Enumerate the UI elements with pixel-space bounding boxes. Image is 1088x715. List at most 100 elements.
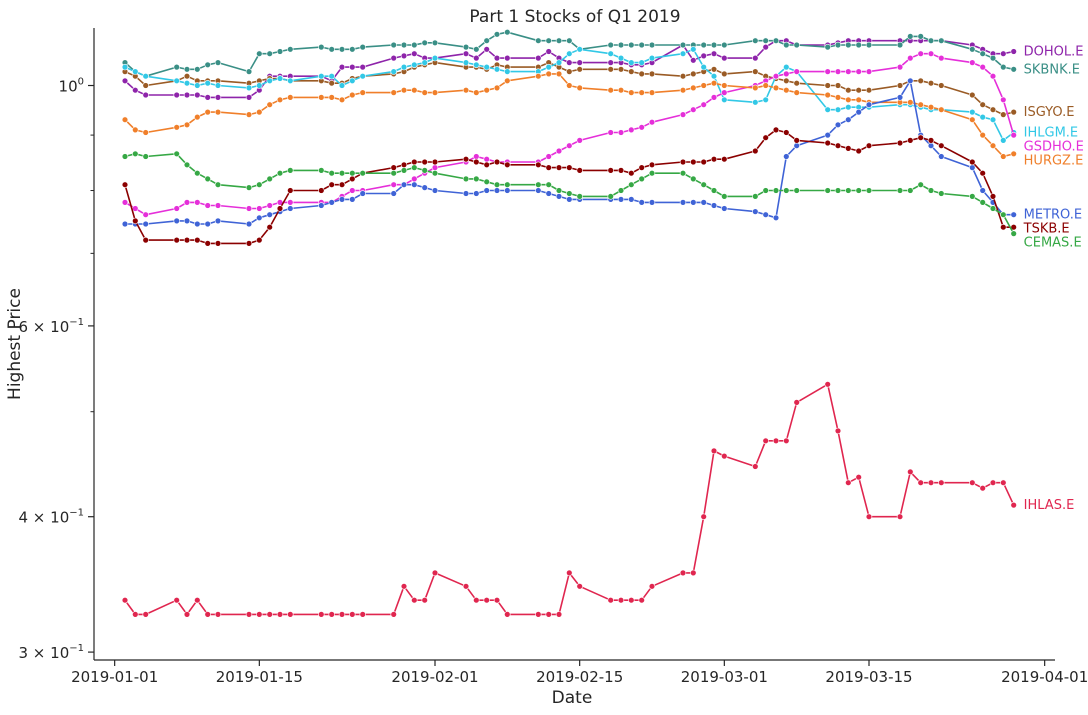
data-point <box>473 54 480 62</box>
data-point <box>628 596 635 604</box>
data-point <box>121 220 129 228</box>
data-point <box>700 513 707 520</box>
data-point <box>979 187 986 194</box>
data-point <box>245 205 253 212</box>
data-point <box>824 82 831 89</box>
data-point <box>566 164 573 171</box>
data-point <box>855 68 862 75</box>
data-point <box>824 187 831 194</box>
data-point <box>979 131 986 139</box>
data-point <box>845 145 852 152</box>
data-point <box>783 437 790 444</box>
data-point <box>679 170 687 177</box>
data-point <box>545 70 552 78</box>
data-point <box>473 175 480 183</box>
data-point <box>183 79 191 87</box>
data-point <box>845 187 852 194</box>
data-point <box>679 569 687 577</box>
data-point <box>504 54 511 62</box>
data-point <box>121 63 129 71</box>
data-point <box>194 82 201 89</box>
data-point <box>132 205 139 212</box>
data-point <box>927 187 935 194</box>
data-point <box>493 596 501 604</box>
data-point <box>783 70 790 78</box>
data-point <box>989 205 997 212</box>
data-point <box>700 181 707 188</box>
data-point <box>555 70 563 78</box>
data-point <box>989 479 997 486</box>
data-point <box>783 187 790 194</box>
data-point <box>194 170 201 177</box>
data-point <box>204 240 211 247</box>
data-point <box>783 41 790 49</box>
data-point <box>276 205 284 212</box>
data-point <box>121 116 129 123</box>
data-point <box>710 72 718 80</box>
data-point <box>793 41 800 49</box>
data-point <box>1010 66 1017 73</box>
data-point <box>1000 137 1007 144</box>
data-point <box>349 175 356 183</box>
data-point <box>431 170 439 177</box>
data-point <box>318 187 325 194</box>
data-point <box>927 103 935 111</box>
data-point <box>1000 63 1007 71</box>
data-point <box>256 205 263 212</box>
data-point <box>390 41 397 49</box>
data-point <box>338 96 346 104</box>
data-point <box>824 139 831 147</box>
data-point <box>834 94 842 101</box>
data-point <box>1000 96 1007 104</box>
data-point <box>752 68 759 75</box>
data-point <box>793 137 800 144</box>
data-point <box>214 611 222 618</box>
data-point <box>752 147 759 155</box>
data-point <box>607 50 614 57</box>
data-point <box>989 106 997 113</box>
data-point <box>762 37 769 44</box>
data-point <box>566 142 573 149</box>
data-point <box>555 164 563 171</box>
data-point <box>896 82 904 89</box>
data-point <box>194 113 201 121</box>
data-point <box>142 91 149 99</box>
x-tick-label: 2019-02-01 <box>391 668 478 686</box>
data-point <box>173 63 180 71</box>
data-point <box>865 41 873 49</box>
data-point <box>390 68 397 75</box>
data-point <box>566 59 573 66</box>
data-point <box>256 236 263 244</box>
data-point <box>679 158 687 166</box>
data-point <box>493 158 501 166</box>
data-point <box>183 91 191 99</box>
data-point <box>338 196 346 203</box>
data-point <box>328 181 335 188</box>
data-point <box>493 31 501 38</box>
data-point <box>638 41 645 49</box>
data-point <box>483 187 490 194</box>
data-point <box>617 196 625 203</box>
x-tick-label: 2019-01-01 <box>71 668 158 686</box>
data-point <box>276 48 284 55</box>
x-axis-ticks: 2019-01-01 2019-01-15 2019-02-01 2019-02-15… <box>71 660 1088 686</box>
data-point <box>431 569 439 577</box>
data-point <box>710 41 718 49</box>
data-point <box>411 61 418 69</box>
data-point <box>783 129 790 136</box>
data-point <box>865 68 873 75</box>
data-point <box>989 116 997 123</box>
data-point <box>483 86 490 94</box>
data-point <box>349 611 356 618</box>
data-point <box>772 72 780 80</box>
data-point <box>566 82 573 89</box>
data-point <box>214 240 222 247</box>
data-point <box>989 54 997 62</box>
data-point <box>473 190 480 197</box>
data-point <box>359 190 366 197</box>
data-point <box>607 167 614 174</box>
data-point <box>245 220 253 228</box>
data-point <box>142 220 149 228</box>
data-point <box>132 126 139 134</box>
data-point <box>721 205 728 212</box>
